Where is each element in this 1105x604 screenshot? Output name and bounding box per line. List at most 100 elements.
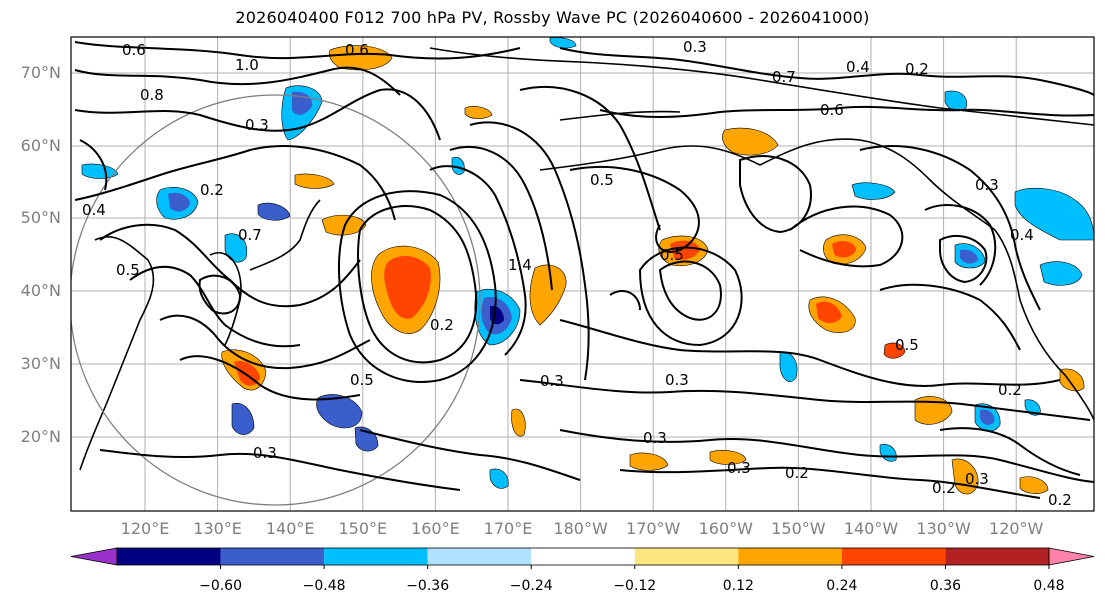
colorbar-tick-label: −0.36 — [406, 578, 449, 594]
negative-anomaly-area — [779, 351, 798, 382]
contour-label: 1.0 — [235, 56, 259, 74]
latitude-labels: 70°N 60°N 50°N 40°N 30°N 20°N — [21, 63, 61, 446]
longitude-labels: 120°E 130°E 140°E 150°E 160°E 170°E 180°W 170°W… — [121, 519, 1044, 538]
contour-label: 0.3 — [683, 38, 707, 56]
contour-label: 0.2 — [905, 60, 929, 78]
colorbar-frame — [116, 547, 1050, 566]
contour-label: 0.7 — [772, 68, 796, 86]
contour-label: 0.6 — [122, 41, 146, 59]
negative-anomaly-area — [231, 402, 255, 435]
negative-anomaly-area — [489, 468, 509, 489]
contour-label: 0.5 — [350, 371, 374, 389]
lat-label: 60°N — [21, 136, 61, 155]
negative-anomaly-area — [316, 394, 363, 429]
lon-label: 180°W — [553, 519, 608, 538]
contour-label: 0.6 — [345, 41, 369, 59]
positive-anomaly-area — [629, 452, 669, 471]
colorbar-tick-label: 0.36 — [930, 578, 961, 594]
lat-label: 30°N — [21, 354, 61, 373]
contour-label: 0.3 — [245, 116, 269, 134]
lat-label: 20°N — [21, 427, 61, 446]
negative-anomaly-area — [451, 157, 465, 175]
lat-label: 40°N — [21, 281, 61, 300]
contour-label: 0.4 — [1010, 226, 1034, 244]
contour-label: 0.3 — [665, 371, 689, 389]
contour-label: 0.4 — [846, 58, 870, 76]
lon-label: 160°E — [411, 519, 460, 538]
map-frame — [70, 36, 1095, 512]
negative-anomaly-area — [1039, 261, 1083, 286]
colorbar-segment — [945, 548, 1049, 565]
colorbar-tick-label: −0.12 — [613, 578, 656, 594]
positive-anomaly-core — [384, 256, 431, 319]
lon-label: 150°E — [338, 519, 387, 538]
positive-anomaly-area — [529, 264, 567, 326]
positive-anomaly-area — [722, 127, 779, 156]
lon-label: 140°E — [266, 519, 315, 538]
lon-label: 120°E — [121, 519, 170, 538]
contour-label: 0.3 — [540, 372, 564, 390]
negative-anomaly-core — [960, 249, 978, 264]
colorbar-tick-label: −0.24 — [510, 578, 553, 594]
lon-label: 120°W — [989, 519, 1044, 538]
lat-label: 50°N — [21, 208, 61, 227]
contour-labels: 0.6 1.0 0.8 0.3 0.2 0.4 0.5 0.7 1.4 0.2 … — [82, 38, 1072, 509]
negative-anomaly-area — [81, 163, 119, 179]
colorbar-segment — [634, 548, 739, 565]
contour-label: 0.2 — [932, 479, 956, 497]
positive-anomaly-core — [816, 301, 842, 324]
contour-label: 0.2 — [998, 381, 1022, 399]
pv-contours — [74, 41, 1094, 499]
pv-anomaly-shading — [81, 37, 1094, 495]
positive-anomaly-area — [464, 106, 493, 119]
positive-anomaly-area — [511, 408, 526, 437]
colorbar-segment — [117, 548, 221, 565]
contour-label: 0.3 — [965, 470, 989, 488]
contour-label: 0.3 — [253, 444, 277, 462]
contour-label: 0.3 — [975, 176, 999, 194]
negative-anomaly-core — [980, 409, 995, 425]
negative-anomaly-area — [549, 37, 577, 49]
colorbar-tick-label: −0.60 — [199, 578, 242, 594]
positive-anomaly-area — [883, 342, 906, 359]
colorbar-tick-label: 0.24 — [826, 578, 857, 594]
colorbar-tick-label: 0.12 — [723, 578, 754, 594]
lon-label: 160°W — [699, 519, 754, 538]
lon-label: 130°E — [193, 519, 242, 538]
positive-anomaly-core — [670, 240, 700, 260]
positive-anomaly-area — [709, 450, 747, 465]
negative-anomaly-area — [1014, 187, 1094, 241]
positive-anomaly-area — [294, 173, 335, 189]
contour-label: 0.4 — [82, 201, 106, 219]
contour-label: 0.2 — [785, 464, 809, 482]
colorbar-segment — [220, 548, 325, 565]
colorbar-extend-max — [1048, 547, 1095, 566]
negative-anomaly-area — [851, 182, 896, 200]
contour-label: 0.7 — [238, 226, 262, 244]
contour-label: 0.5 — [895, 336, 919, 354]
colorbar-extend-min — [70, 547, 118, 566]
lat-label: 70°N — [21, 63, 61, 82]
map-title: 2026040400 F012 700 hPa PV, Rossby Wave … — [235, 8, 870, 27]
contour-label: 0.2 — [200, 181, 224, 199]
lon-label: 150°W — [771, 519, 826, 538]
colorbar-segment — [531, 548, 635, 565]
contour-label: 0.2 — [430, 316, 454, 334]
positive-anomaly-core — [832, 241, 856, 258]
positive-anomaly-area — [1019, 476, 1049, 494]
colorbar-segment — [427, 548, 532, 565]
contour-label: 0.2 — [1048, 491, 1072, 509]
colorbar-segment — [841, 548, 946, 565]
contour-label: 0.5 — [590, 171, 614, 189]
coastlines — [79, 47, 1094, 471]
negative-anomaly-core — [168, 192, 190, 212]
map-plot-area: 0.6 1.0 0.8 0.3 0.2 0.4 0.5 0.7 1.4 0.2 … — [70, 36, 1095, 512]
lon-label: 130°W — [916, 519, 971, 538]
contour-label: 0.3 — [727, 459, 751, 477]
reference-circle — [71, 94, 481, 506]
lon-label: 170°E — [484, 519, 533, 538]
positive-anomaly-area — [329, 45, 393, 71]
contour-label: 0.5 — [116, 261, 140, 279]
negative-anomaly-area — [257, 202, 291, 221]
